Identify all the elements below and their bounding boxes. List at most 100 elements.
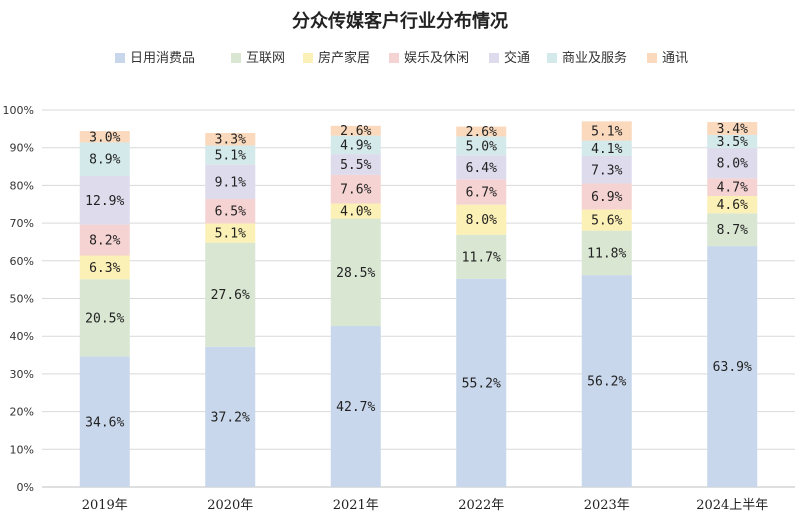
bar-stack: 42.7% 28.5% 4.0% 7.6% 5.5% 4.9%2.6% <box>330 124 381 487</box>
legend: 日用消费品 互联网 房产家居 娱乐及休闲 交通 商业及服务 通讯 <box>115 50 688 66</box>
bar-segment <box>456 204 507 235</box>
bar-segment <box>581 140 632 156</box>
legend-label: 房产家居 <box>318 50 370 66</box>
bar-segment <box>456 136 507 156</box>
data-label: 3.5% <box>717 135 748 150</box>
bar-segment <box>79 175 130 225</box>
bar-segment <box>456 234 507 279</box>
bar-segment <box>707 213 758 247</box>
bar-segment <box>330 174 381 204</box>
x-tick-label: 2020年 <box>207 498 253 513</box>
bar-segment <box>707 148 758 179</box>
legend-swatch <box>489 53 499 63</box>
y-tick-label: 80% <box>10 179 34 192</box>
legend-label: 商业及服务 <box>562 50 627 66</box>
legend-item: 互联网 <box>231 51 285 66</box>
legend-label: 互联网 <box>246 51 285 66</box>
bars: 34.6% 20.5% 6.3% 8.2% 12.9% 8.9% 3.0% 37.2% 27.6… <box>79 121 758 487</box>
data-label: 56.2% <box>587 375 626 390</box>
y-tick-label: 70% <box>10 217 34 230</box>
data-label: 12.9% <box>85 194 124 209</box>
bar-segment <box>79 224 130 256</box>
y-tick-label: 0% <box>17 481 34 494</box>
data-label: 55.2% <box>462 376 501 391</box>
bar-segment <box>581 230 632 276</box>
data-label: 4.1% <box>591 142 622 157</box>
data-label: 5.5% <box>340 158 371 173</box>
y-tick-label: 100% <box>3 104 34 117</box>
data-label: 4.9% <box>340 138 371 153</box>
bar-segment <box>581 121 632 141</box>
bar-stack: 37.2%27.6%5.1%6.5%9.1%5.1%3.3% <box>205 133 256 487</box>
bar-segment <box>330 125 381 136</box>
x-axis: 2019年 2020年 2021年 2022年 2023年 2024上半年 <box>82 498 769 513</box>
legend-swatch <box>647 53 657 63</box>
data-label: 6.3% <box>89 261 120 276</box>
bar-segment <box>707 195 758 214</box>
bar-segment <box>205 242 256 347</box>
x-tick-label: 2022年 <box>458 498 504 513</box>
bar-segment <box>330 326 381 487</box>
y-tick-label: 10% <box>10 443 34 456</box>
legend-label: 日用消费品 <box>130 51 195 66</box>
legend-item: 商业及服务 <box>547 50 627 66</box>
legend-label: 娱乐及休闲 <box>404 51 469 66</box>
data-label: 11.7% <box>462 250 501 265</box>
bar-segment <box>456 179 507 205</box>
data-label: 4.7% <box>717 181 748 196</box>
data-label: 5.1% <box>591 124 622 139</box>
bar-segment <box>456 126 507 137</box>
data-label: 7.6% <box>340 183 371 198</box>
data-label: 8.0% <box>466 213 497 228</box>
y-tick-label: 30% <box>10 368 34 381</box>
data-label: 8.7% <box>717 223 748 238</box>
bar-segment <box>205 198 256 224</box>
bar-segment <box>205 164 256 199</box>
bar-segment <box>707 246 758 487</box>
data-label: 5.0% <box>466 139 497 154</box>
bar-segment <box>79 142 130 176</box>
bar-segment <box>456 155 507 180</box>
x-tick-label: 2023年 <box>584 498 630 513</box>
legend-label: 交通 <box>504 50 530 66</box>
x-tick-label: 2021年 <box>333 498 379 513</box>
data-label: 7.3% <box>591 163 622 178</box>
bar-segment <box>707 134 758 149</box>
y-tick-label: 90% <box>10 142 34 155</box>
x-tick-label: 2024上半年 <box>696 498 768 513</box>
bar-segment <box>330 135 381 155</box>
legend-item: 房产家居 <box>303 50 370 66</box>
data-label: 63.9% <box>713 360 752 375</box>
bar-segment <box>581 183 632 210</box>
bar-segment <box>330 154 381 175</box>
bar-segment <box>79 356 130 487</box>
legend-swatch <box>389 53 399 63</box>
bar-segment <box>330 203 381 219</box>
y-tick-label: 40% <box>10 330 34 343</box>
bar-segment <box>79 255 130 280</box>
bar-stack: 63.9% 8.7% 4.6% 4.7% 8.0% 3.5%3.4% <box>707 122 758 487</box>
data-label: 8.0% <box>717 157 748 172</box>
bar-segment <box>330 218 381 327</box>
legend-swatch <box>115 53 125 63</box>
data-label: 6.4% <box>466 161 497 176</box>
y-tick-label: 20% <box>10 406 34 419</box>
legend-item: 交通 <box>489 50 530 66</box>
data-label: 5.1% <box>215 227 246 242</box>
data-label: 6.9% <box>591 190 622 205</box>
bar-segment <box>581 209 632 231</box>
bar-segment <box>456 278 507 487</box>
data-label: 8.9% <box>89 153 120 168</box>
data-label: 34.6% <box>85 415 124 430</box>
data-label: 8.2% <box>89 234 120 249</box>
bar-segment <box>707 122 758 135</box>
data-label: 5.6% <box>591 214 622 229</box>
data-label: 3.3% <box>215 133 246 148</box>
y-axis: 0% 10% 20% 30% 40% 50% 60% 70% 80% 90% 100% <box>3 104 34 494</box>
legend-item: 日用消费品 <box>115 51 195 66</box>
bar-segment <box>205 223 256 243</box>
y-tick-label: 60% <box>10 255 34 268</box>
legend-swatch <box>231 53 241 63</box>
bar-segment <box>79 279 130 357</box>
data-label: 28.5% <box>336 266 375 281</box>
